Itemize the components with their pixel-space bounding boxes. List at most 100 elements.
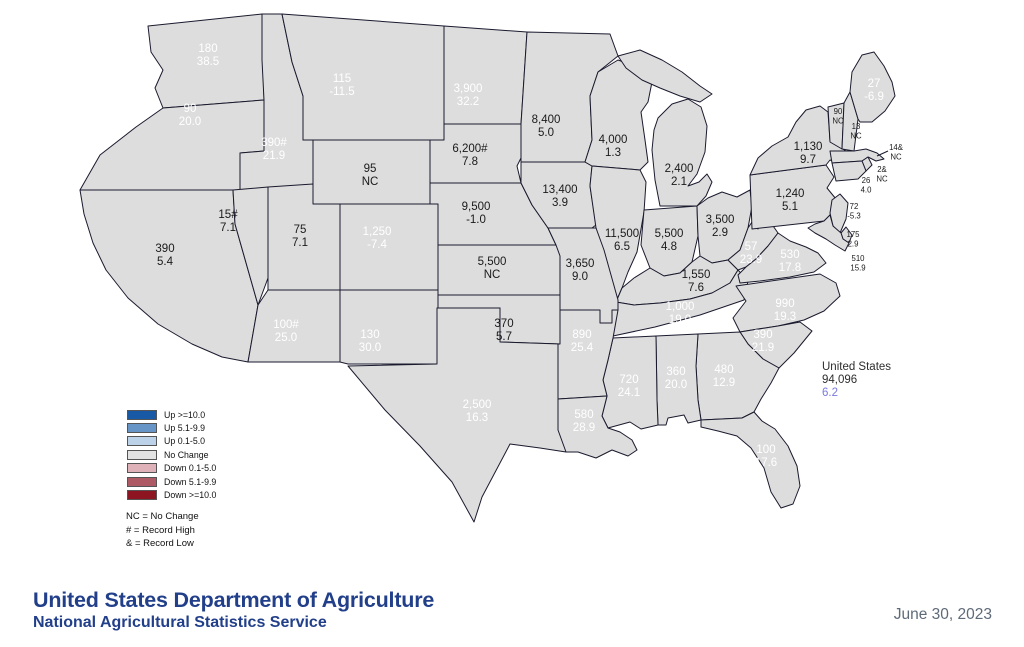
legend-swatch-up_ge_10 [127, 409, 157, 420]
label-nv: 15# 7.1 [218, 209, 238, 234]
label-il: 11,500 6.5 [605, 228, 639, 253]
state-mi [651, 98, 713, 207]
label-ny: 1,130 9.7 [794, 141, 823, 166]
legend-swatch-down_0_5 [127, 463, 157, 474]
state-ct [831, 160, 867, 182]
label-de: 175 2.9 [846, 230, 860, 249]
legend-row-up_0_5: Up 0.1-5.0 [127, 435, 216, 448]
label-in: 5,500 4.8 [655, 228, 684, 253]
legend-swatch-down_ge_10 [127, 490, 157, 501]
label-mt: 115 -11.5 [329, 73, 354, 98]
label-ok: 370 5.7 [494, 318, 513, 343]
label-vt: 90 NC [832, 107, 844, 126]
legend-row-up_ge_10: Up >=10.0 [127, 408, 216, 421]
legend: Up >=10.0 Up 5.1-9.9 Up 0.1-5.0 No Change Do… [127, 408, 216, 502]
us-total-value: 94,096 [822, 374, 858, 386]
label-ky: 1,550 7.6 [682, 269, 711, 294]
label-nc: 990 19.3 [774, 298, 796, 323]
state-shapes [79, 13, 896, 523]
state-mi-upper-peninsula [617, 49, 713, 103]
legend-footnote-2: & = Record Low [126, 538, 194, 549]
state-fl [700, 411, 801, 509]
state-mo [547, 227, 619, 324]
label-fl: 100 17.6 [755, 444, 777, 469]
label-sc: 390 21.9 [752, 329, 774, 354]
label-wi: 4,000 1.3 [599, 134, 628, 159]
label-ma: 14& NC [889, 143, 904, 162]
label-wy: 95 NC [362, 163, 379, 188]
legend-swatch-up_0_5 [127, 436, 157, 447]
footer-branding: United States Department of Agriculture … [33, 588, 434, 632]
label-me: 27 -6.9 [864, 78, 884, 103]
ma-label-leader-line [876, 150, 889, 157]
legend-row-nc: No Change [127, 448, 216, 461]
label-ga: 480 12.9 [713, 364, 735, 389]
state-nv [232, 186, 269, 306]
label-la: 580 28.9 [573, 409, 595, 434]
legend-footnote-1: # = Record High [126, 524, 195, 536]
label-nh: 13 NC [850, 122, 862, 141]
label-tx: 2,500 16.3 [463, 399, 492, 424]
label-tn: 1,000 19.0 [666, 301, 695, 326]
label-nm: 130 30.0 [359, 329, 381, 354]
legend-row-down_ge_10: Down >=10.0 [127, 488, 216, 501]
state-la [557, 395, 638, 459]
label-wv: 57 23.9 [740, 241, 762, 266]
usda-title: United States Department of Agriculture [33, 588, 435, 612]
label-co: 1,250 -7.4 [363, 226, 392, 251]
label-ms: 720 24.1 [618, 374, 640, 399]
legend-row-down_5_9: Down 5.1-9.9 [127, 475, 216, 488]
label-oh: 3,500 2.9 [706, 214, 735, 239]
legend-row-up_5_9: Up 5.1-9.9 [127, 421, 216, 434]
label-sd: 6,200# 7.8 [452, 143, 488, 168]
state-md [807, 214, 850, 252]
legend-label-down_0_5: Down 0.1-5.0 [164, 463, 217, 474]
label-nj: 72 -5.3 [847, 202, 860, 221]
us-total-label: United States [822, 361, 892, 373]
legend-swatch-down_5_9 [127, 476, 157, 487]
label-ut: 75 7.1 [292, 224, 308, 249]
label-mo: 3,650 9.0 [566, 258, 595, 283]
state-ar [557, 309, 619, 400]
legend-footnote-0: NC = No Change [126, 511, 199, 522]
us-total-change: 6.2 [822, 387, 838, 399]
state-nm [339, 289, 439, 365]
label-md: 510 15.9 [850, 254, 865, 273]
label-ia: 13,400 3.9 [542, 184, 577, 209]
state-labels: 180 38.5 90 20.0 390# 21.9 115 -11.5 95 NC 15# 7.1 7… [155, 43, 903, 469]
us-total-block: United States 94,096 6.2 [822, 361, 891, 400]
legend-footnotes: NC = No Change # = Record High & = Record … [126, 510, 199, 551]
label-ca: 390 5.4 [155, 243, 174, 268]
label-mn: 8,400 5.0 [532, 114, 561, 139]
label-pa: 1,240 5.1 [776, 188, 805, 213]
label-ri: 2& NC [876, 165, 888, 184]
label-az: 100# 25.0 [273, 319, 299, 344]
state-va [737, 232, 827, 284]
report-date: June 30, 2023 [893, 606, 992, 623]
state-me [849, 51, 896, 123]
state-nd [443, 25, 528, 125]
label-al: 360 20.0 [665, 366, 687, 391]
legend-label-down_5_9: Down 5.1-9.9 [164, 476, 217, 487]
legend-label-up_ge_10: Up >=10.0 [164, 409, 206, 420]
state-mt [281, 13, 445, 141]
state-co [339, 203, 439, 291]
legend-label-down_ge_10: Down >=10.0 [164, 490, 217, 501]
label-ct: 26 4.0 [861, 176, 873, 195]
label-nd: 3,900 32.2 [454, 83, 483, 108]
label-ks: 5,500 NC [478, 256, 507, 281]
legend-label-nc: No Change [164, 449, 209, 460]
state-tx [347, 307, 567, 523]
state-tn [612, 269, 749, 337]
label-mi: 2,400 2.1 [665, 163, 694, 188]
label-or: 90 20.0 [179, 103, 201, 128]
legend-label-up_0_5: Up 0.1-5.0 [164, 436, 206, 447]
label-id: 390# 21.9 [261, 137, 287, 162]
legend-swatch-nc [127, 449, 157, 460]
label-wa: 180 38.5 [197, 43, 219, 68]
nass-subtitle: National Agricultural Statistics Service [33, 614, 327, 631]
label-ne: 9,500 -1.0 [462, 201, 491, 226]
legend-swatch-up_5_9 [127, 423, 157, 434]
